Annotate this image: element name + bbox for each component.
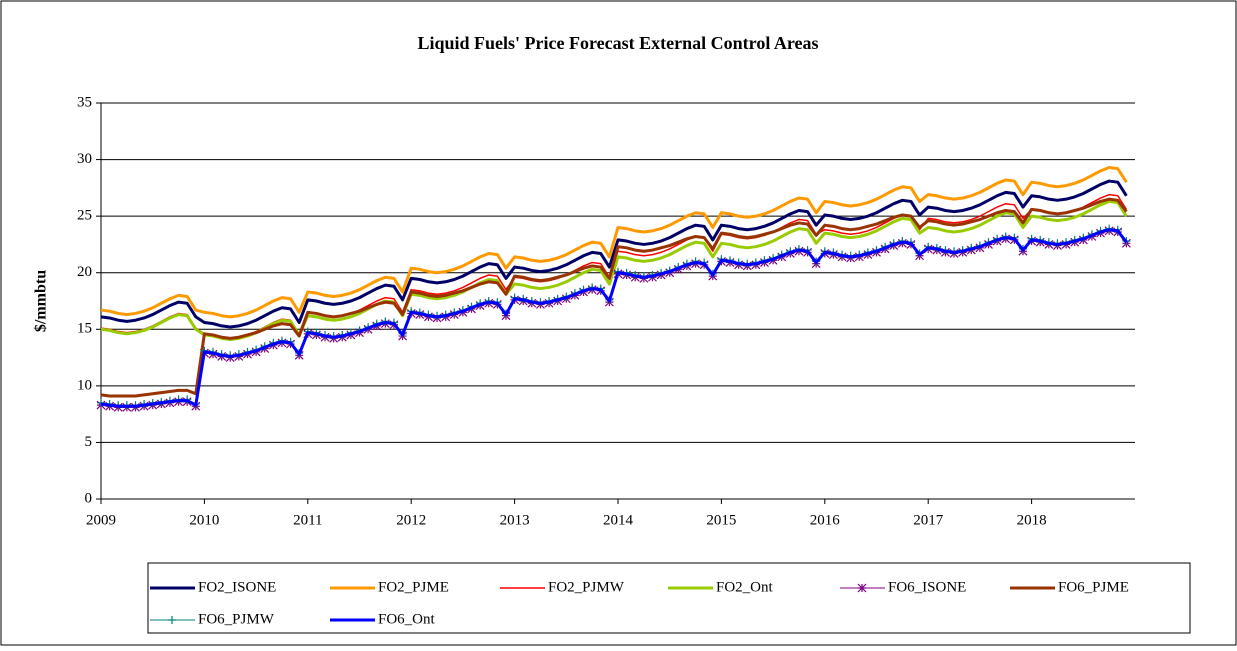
legend-label: FO2_ISONE: [198, 579, 276, 595]
legend-label: FO6_PJMW: [198, 611, 275, 627]
series-line: [100, 165, 1128, 319]
legend-label: FO6_ISONE: [888, 579, 966, 595]
y-tick-label: 20: [77, 264, 92, 280]
x-tick-label: 2010: [189, 512, 219, 528]
legend-marker: [168, 616, 176, 624]
series-line: [100, 197, 1128, 398]
y-tick-label: 15: [77, 321, 92, 337]
legend-label: FO6_Ont: [378, 611, 436, 627]
y-tick-label: 0: [85, 490, 93, 506]
legend-label: FO2_Ont: [716, 579, 774, 595]
y-tick-label: 5: [85, 434, 93, 450]
series-line: [100, 199, 1128, 341]
series-line: [100, 179, 1128, 329]
x-tick-label: 2016: [810, 512, 841, 528]
legend-label: FO6_PJME: [1058, 579, 1129, 595]
y-tick-label: 10: [77, 377, 92, 393]
y-axis-label: $/mmbtu: [33, 270, 50, 332]
legend-label: FO2_PJME: [378, 579, 449, 595]
legend-marker: [857, 583, 867, 593]
y-tick-label: 25: [77, 208, 92, 224]
x-tick-label: 2017: [913, 512, 944, 528]
y-tick-label: 35: [77, 94, 92, 110]
x-tick-label: 2018: [1017, 512, 1047, 528]
x-tick-label: 2014: [603, 512, 634, 528]
x-tick-label: 2011: [293, 512, 322, 528]
x-tick-label: 2009: [86, 512, 116, 528]
chart-title: Liquid Fuels' Price Forecast External Co…: [418, 33, 819, 53]
x-tick-label: 2015: [706, 512, 736, 528]
x-tick-label: 2013: [500, 512, 530, 528]
legend-label: FO2_PJMW: [548, 579, 625, 595]
y-tick-label: 30: [77, 151, 92, 167]
legend-box: [147, 562, 1191, 634]
series-line: [100, 228, 1128, 408]
x-tick-label: 2012: [396, 512, 426, 528]
